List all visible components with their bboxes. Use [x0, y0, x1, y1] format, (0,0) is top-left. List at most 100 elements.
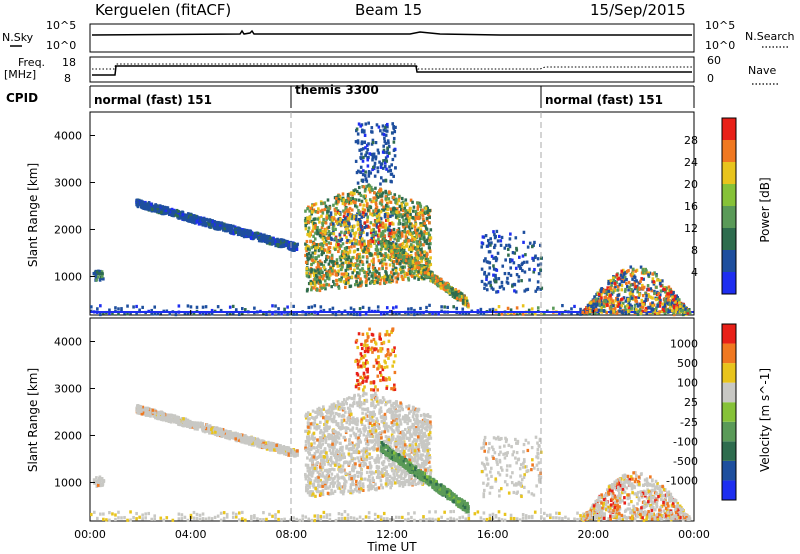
range-gate-cell — [461, 298, 465, 303]
freq-label-line1: Freq. — [18, 56, 45, 69]
range-gate-cell — [271, 304, 274, 308]
range-gate-cell — [630, 304, 634, 309]
range-gate-cell — [123, 515, 126, 520]
range-gate-cell — [279, 244, 283, 249]
colorbar-segment — [722, 140, 736, 162]
range-gate-cell — [358, 272, 361, 276]
range-gate-cell — [219, 226, 223, 230]
range-gate-cell — [593, 302, 597, 306]
range-gate-cell — [328, 259, 332, 263]
range-gate-cell — [371, 276, 375, 280]
range-gate-cell — [409, 247, 413, 251]
range-gate-cell — [362, 230, 365, 234]
range-gate-cell — [434, 518, 437, 522]
range-gate-cell — [135, 304, 138, 309]
range-gate-cell — [305, 289, 309, 293]
range-gate-cell — [320, 286, 323, 290]
range-gate-cell — [328, 513, 332, 517]
range-gate-cell — [389, 179, 393, 183]
range-gate-cell — [334, 283, 337, 287]
range-gate-cell — [366, 219, 369, 224]
range-gate-cell — [507, 243, 511, 247]
range-gate-cell — [327, 225, 331, 229]
range-gate-cell — [251, 231, 254, 235]
range-gate-cell — [192, 220, 196, 225]
range-gate-cell — [420, 233, 423, 237]
range-gate-cell — [410, 307, 413, 311]
range-gate-cell — [349, 311, 353, 315]
range-gate-cell — [396, 248, 400, 253]
range-gate-cell — [395, 256, 399, 260]
range-gate-cell — [100, 477, 104, 481]
range-gate-cell — [374, 157, 378, 161]
range-gate-cell — [353, 268, 356, 272]
range-gate-cell — [330, 220, 334, 224]
range-gate-cell — [384, 195, 388, 199]
range-gate-cell — [210, 308, 214, 313]
range-gate-cell — [443, 510, 446, 514]
range-gate-cell — [439, 282, 442, 286]
range-gate-cell — [191, 216, 195, 220]
range-gate-cell — [286, 244, 290, 248]
range-gate-cell — [338, 246, 341, 251]
range-gate-cell — [349, 196, 352, 201]
freq-frame — [89, 56, 695, 83]
range-gate-cell — [393, 154, 397, 158]
range-gate-cell — [555, 511, 558, 515]
range-gate-cell — [356, 247, 360, 252]
range-gate-cell — [493, 245, 496, 250]
range-gate-cell — [132, 305, 135, 309]
range-gate-cell — [329, 265, 332, 269]
range-gate-cell — [630, 274, 633, 278]
range-gate-cell — [316, 232, 319, 236]
range-gate-cell — [517, 279, 520, 283]
cpid-panel: CPID normal (fast) 151 themis 3300 norma… — [6, 83, 695, 108]
range-gate-cell — [337, 269, 340, 273]
range-gate-cell — [434, 276, 438, 280]
range-gate-cell — [668, 309, 671, 313]
range-gate-cell — [431, 311, 434, 316]
range-gate-cell — [425, 267, 429, 271]
range-gate-cell — [348, 206, 352, 211]
range-gate-cell — [413, 276, 416, 280]
range-gate-cell — [349, 516, 353, 520]
range-gate-cell — [599, 293, 603, 297]
range-gate-cell — [585, 310, 589, 315]
range-gate-cell — [506, 306, 510, 310]
range-gate-cell — [598, 304, 602, 308]
range-gate-cell — [452, 305, 455, 309]
range-gate-cell — [343, 219, 347, 223]
range-gate-cell — [645, 298, 649, 302]
range-gate-cell — [329, 231, 333, 236]
range-gate-cell — [305, 274, 309, 278]
range-gate-cell — [358, 240, 361, 244]
range-gate-cell — [126, 304, 129, 308]
range-gate-cell — [625, 277, 628, 282]
range-gate-cell — [376, 148, 380, 152]
range-gate-cell — [494, 513, 498, 518]
range-gate-cell — [372, 228, 376, 232]
range-gate-cell — [442, 281, 446, 285]
range-gate-cell — [650, 289, 653, 293]
range-gate-cell — [359, 223, 363, 227]
range-gate-cell — [379, 221, 383, 225]
range-gate-cell — [552, 306, 555, 310]
range-gate-cell — [423, 250, 426, 254]
range-gate-cell — [381, 191, 385, 195]
range-gate-cell — [467, 513, 471, 517]
range-gate-cell — [345, 209, 348, 213]
range-gate-cell — [353, 264, 357, 268]
range-gate-cell — [397, 199, 401, 203]
range-gate-cell — [132, 515, 135, 520]
range-gate-cell — [322, 510, 326, 515]
power-x-ticks — [89, 310, 695, 315]
range-gate-cell — [328, 270, 331, 274]
range-gate-cell — [501, 264, 505, 268]
range-gate-cell — [99, 304, 102, 308]
range-gate-cell — [201, 305, 205, 309]
range-gate-cell — [633, 279, 637, 283]
cpid-mode-1: normal (fast) 151 — [94, 93, 212, 107]
range-gate-cell — [345, 199, 349, 204]
range-gate-cell — [292, 516, 295, 520]
range-gate-cell — [425, 275, 429, 279]
